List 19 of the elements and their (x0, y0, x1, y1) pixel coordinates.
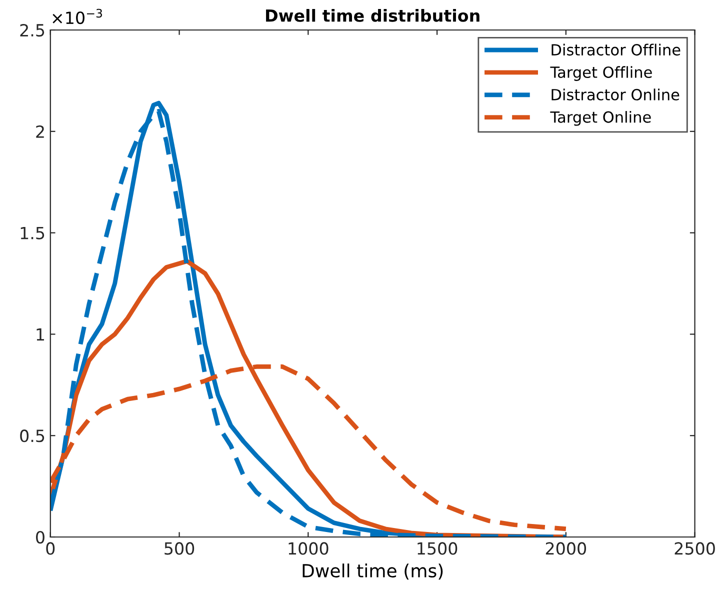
y-tick-label: 2 (36, 125, 44, 138)
y-tick-label: 1.5 (20, 226, 44, 240)
legend-label: Distractor Offline (552, 44, 680, 56)
x-tick-label: 500 (164, 542, 194, 555)
y-tick-label: 0 (36, 530, 44, 544)
x-tick-label: 2500 (674, 542, 715, 555)
x-tick-label: 0 (46, 542, 55, 555)
x-axis-title: Dwell time (ms) (302, 564, 443, 580)
legend-label: Target Online (550, 111, 651, 126)
legend-label: Target Offline (550, 66, 652, 81)
text: ×10$^{−3}$ (52, 8, 102, 24)
y-tick-label: 2.5 (20, 24, 44, 37)
chart-title: Dwell time distribution (266, 9, 480, 22)
legend-label: Distractor Online (552, 88, 680, 100)
x-tick-label: 1500 (418, 542, 458, 555)
x-tick-label: 1000 (288, 542, 328, 555)
y-tick-label: 0.5 (20, 430, 44, 442)
x-tick-label: 2000 (546, 542, 586, 555)
y-tick-label: 1 (36, 328, 44, 341)
